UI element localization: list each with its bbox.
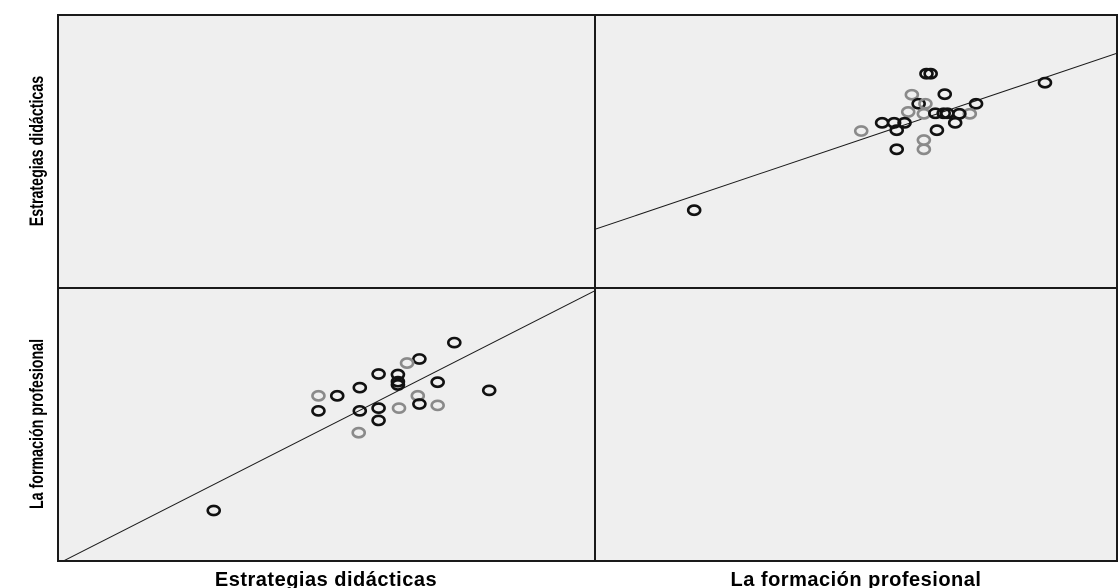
scatter-point xyxy=(916,143,932,156)
y-axis-label-row-1: La formación profesional xyxy=(26,339,47,509)
scatter-point xyxy=(352,404,368,417)
scatter-point xyxy=(412,353,427,365)
panel-estrategias-vs-formacion xyxy=(595,52,1117,230)
scatter-point xyxy=(430,399,445,412)
scatter-point xyxy=(686,204,702,217)
scatter-point xyxy=(900,106,916,118)
scatter-point xyxy=(311,389,326,402)
scatter-point xyxy=(371,368,386,380)
x-axis-label-col-1: La formación profesional xyxy=(731,569,982,588)
scatter-point xyxy=(911,97,926,110)
scatter-point xyxy=(371,402,386,415)
scatter-point xyxy=(206,504,222,517)
scatter-point xyxy=(889,143,905,156)
scatter-point xyxy=(923,67,938,80)
x-axis-label-col-0: Estrategias didácticas xyxy=(215,569,437,588)
scatter-point xyxy=(1037,76,1053,89)
scatter-point xyxy=(481,384,497,397)
scatter-point xyxy=(399,357,415,369)
matrix-frame xyxy=(57,14,1118,562)
scatter-point xyxy=(937,88,953,101)
y-axis-label-row-0: Estrategias didácticas xyxy=(26,76,47,226)
scatter-point xyxy=(447,336,462,349)
scatter-point xyxy=(390,379,406,391)
scatter-point xyxy=(897,116,912,129)
scatter-point xyxy=(947,116,963,129)
scatter-point xyxy=(311,404,326,417)
scatter-point xyxy=(968,97,984,110)
scatter-point xyxy=(412,398,427,410)
fit-line xyxy=(62,290,595,561)
scatter-point xyxy=(889,124,905,137)
scatter-point xyxy=(371,414,386,427)
scatter-point xyxy=(391,402,407,415)
scatter-point xyxy=(904,88,920,101)
panel-formacion-vs-estrategias xyxy=(62,290,595,561)
scatter-point xyxy=(929,124,945,137)
scatter-point xyxy=(351,426,367,439)
scatter-point xyxy=(329,389,345,402)
fit-line xyxy=(595,52,1117,230)
scatter-point xyxy=(962,107,978,120)
scatter-point xyxy=(430,376,445,389)
scatter-point xyxy=(352,381,368,394)
scatter-point xyxy=(853,125,869,137)
